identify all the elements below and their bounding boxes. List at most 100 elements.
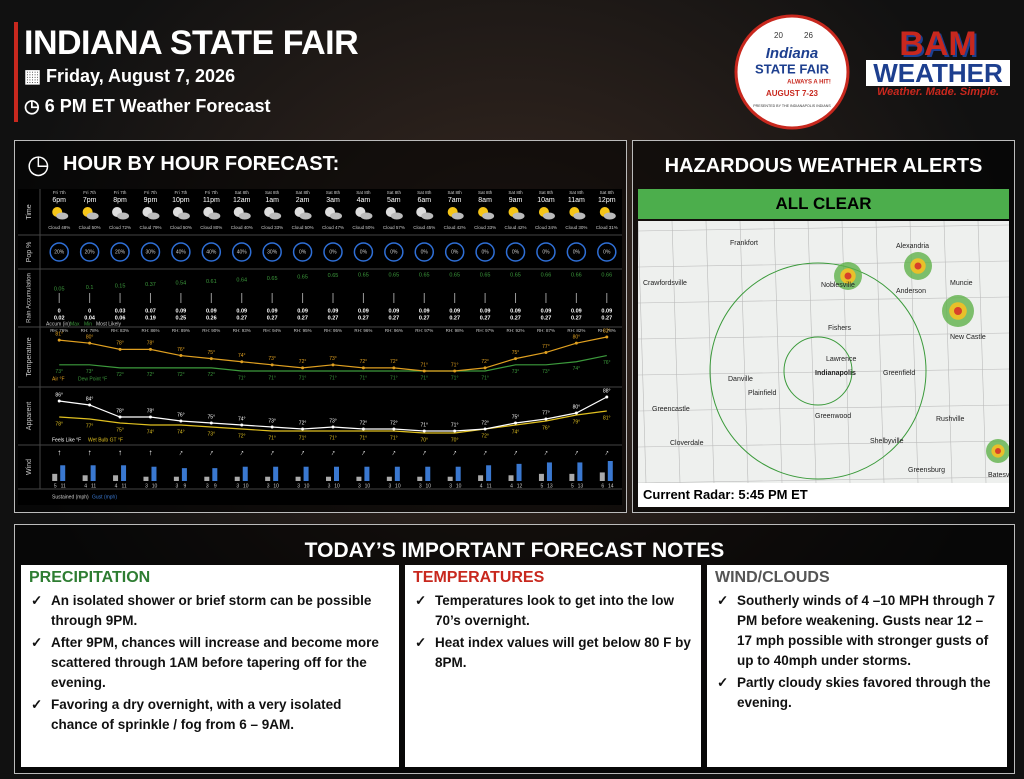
air-dot bbox=[574, 341, 578, 345]
fair-logo: 20 26 Indiana STATE FAIR ALWAYS A HIT! A… bbox=[734, 14, 850, 130]
time-label: 5am bbox=[387, 197, 401, 204]
cloud-icon bbox=[177, 212, 190, 220]
rain-likely: 0.09 bbox=[510, 308, 521, 314]
cloud-label: Cloud 45% bbox=[413, 225, 435, 230]
cloud-icon bbox=[360, 212, 373, 220]
cloud-label: Cloud 72% bbox=[109, 225, 131, 230]
rh-label: RH: 78% bbox=[81, 328, 99, 333]
legend-label: Max bbox=[70, 321, 80, 327]
pop-label: 20% bbox=[85, 249, 96, 255]
row-label: Time bbox=[26, 204, 33, 219]
feels-dot bbox=[361, 427, 365, 431]
rain-likely: 0.07 bbox=[145, 308, 156, 314]
feels-dot bbox=[209, 421, 213, 425]
gust-bar bbox=[90, 465, 96, 481]
day-label: Sat 8th bbox=[569, 190, 584, 195]
pop-label: 20% bbox=[54, 249, 65, 255]
sustained-label: 3 bbox=[419, 483, 422, 489]
gust-label: 13 bbox=[547, 483, 553, 489]
city-label: Indianapolis bbox=[815, 370, 856, 377]
rh-label: RH: 83% bbox=[111, 328, 129, 333]
gust-label: 10 bbox=[243, 483, 249, 489]
radar-echo bbox=[995, 448, 1001, 454]
cloud-label: Cloud 40% bbox=[231, 225, 253, 230]
city-label: Shelbyville bbox=[870, 438, 904, 445]
gust-label: 10 bbox=[425, 483, 431, 489]
sustained-bar bbox=[295, 476, 301, 481]
city-label: Alexandria bbox=[896, 243, 929, 250]
time-label: 7pm bbox=[83, 197, 97, 204]
time-label: 11pm bbox=[203, 197, 220, 204]
sustained-label: 3 bbox=[145, 483, 148, 489]
cloud-icon bbox=[238, 212, 251, 220]
city-label: New Castle bbox=[950, 334, 986, 341]
air-dot bbox=[209, 357, 213, 361]
rh-label: RH: 97% bbox=[415, 328, 433, 333]
hourly-panel: ◷ HOUR BY HOUR FORECAST: Time Pop % Rain A… bbox=[14, 140, 627, 513]
gust-bar bbox=[425, 466, 431, 481]
air-dot bbox=[361, 366, 365, 370]
pop-label: 0% bbox=[542, 249, 550, 255]
pop-ring bbox=[566, 242, 587, 262]
rain-max: 0.05 bbox=[54, 286, 65, 292]
notes-heading: PRECIPITATION bbox=[29, 569, 151, 586]
time-label: 4am bbox=[357, 197, 371, 204]
feels-dot bbox=[301, 427, 305, 431]
date: ▦ Friday, August 7, 2026 bbox=[24, 66, 236, 86]
gust-label: 11 bbox=[91, 483, 96, 489]
pop-label: 0% bbox=[481, 249, 489, 255]
rain-min: 0.27 bbox=[571, 315, 582, 321]
cloud-icon bbox=[56, 212, 69, 220]
air-dot bbox=[270, 363, 274, 367]
dew-label: 71° bbox=[481, 375, 489, 381]
rain-max: 0.66 bbox=[571, 272, 582, 278]
rain-likely: 0 bbox=[88, 308, 91, 314]
rain-min: 0.27 bbox=[480, 315, 491, 321]
feels-label: 71° bbox=[451, 422, 459, 428]
feels-dot bbox=[422, 429, 426, 433]
logo-sponsor: PRESENTED BY THE INDIANAPOLIS INDIANS bbox=[753, 104, 831, 108]
cloud-label: Cloud 50% bbox=[352, 225, 374, 230]
pop-ring bbox=[384, 242, 404, 262]
gust-bar bbox=[546, 462, 552, 481]
notes-item: After 9PM, chances will increase and bec… bbox=[31, 633, 391, 693]
pop-label: 0% bbox=[390, 249, 398, 255]
day-label: Sat 8th bbox=[235, 190, 250, 195]
city-label: Rushville bbox=[936, 416, 965, 423]
rain-likely: 0.03 bbox=[115, 308, 126, 314]
gust-label: 10 bbox=[456, 483, 462, 489]
rh-label: RH: 76% bbox=[50, 328, 68, 333]
rain-min: 0.27 bbox=[297, 315, 308, 321]
dew-label: 72° bbox=[116, 372, 124, 378]
pop-label: 40% bbox=[176, 249, 187, 255]
row-label: Apparent bbox=[26, 402, 33, 430]
rain-max: 0.65 bbox=[419, 272, 430, 278]
gust-label: 10 bbox=[365, 483, 371, 489]
rain-likely: 0.09 bbox=[601, 308, 612, 314]
gust-label: 10 bbox=[395, 483, 401, 489]
notes-list: An isolated shower or brief storm can be… bbox=[29, 591, 391, 735]
notes-item: Temperatures look to get into the low 70… bbox=[415, 591, 693, 631]
cloud-label: Cloud 33% bbox=[474, 225, 496, 230]
alerts-panel: HAZARDOUS WEATHER ALERTS ALL CLEAR Frank… bbox=[632, 140, 1015, 513]
rain-min: 0.27 bbox=[328, 315, 339, 321]
air-label: 81° bbox=[55, 331, 63, 337]
county-line bbox=[638, 296, 1009, 304]
wetbulb-label: 76° bbox=[542, 425, 550, 431]
cloud-icon bbox=[208, 212, 221, 220]
feels-label: 75° bbox=[208, 414, 216, 420]
wind-arrow: ↑ bbox=[148, 448, 152, 457]
rain-likely: 0.09 bbox=[419, 308, 430, 314]
feels-dot bbox=[118, 415, 122, 419]
legend-label: Min bbox=[84, 321, 92, 327]
cloud-icon bbox=[482, 212, 495, 220]
alert-status: ALL CLEAR bbox=[638, 189, 1009, 219]
city-label: Batesville bbox=[988, 472, 1009, 479]
wetbulb-label: 74° bbox=[512, 429, 520, 435]
day-label: Sat 8th bbox=[478, 190, 493, 195]
feels-dot bbox=[148, 415, 152, 419]
gust-bar bbox=[364, 466, 370, 481]
rh-label: RH: 89% bbox=[172, 328, 190, 333]
wetbulb-label: 72° bbox=[238, 433, 246, 439]
